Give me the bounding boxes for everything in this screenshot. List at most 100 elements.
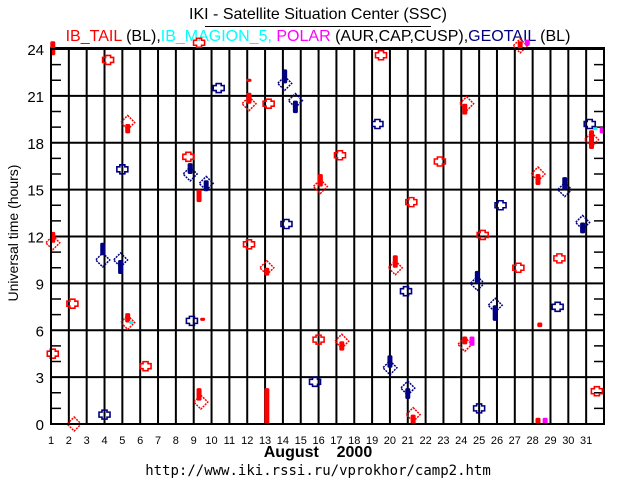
x-tick-label: 5 xyxy=(119,435,125,447)
x-tick-label: 28 xyxy=(527,435,539,447)
ib-tail-diamond-marker xyxy=(240,95,258,112)
chart-title: IKI - Satellite Situation Center (SSC) xyxy=(189,6,447,23)
geotail-cross-marker xyxy=(399,285,413,297)
geotail-diamond-marker xyxy=(487,297,504,314)
ib-tail-diamond-marker xyxy=(119,314,136,331)
ib-tail-cross-marker xyxy=(192,37,206,49)
x-tick-label: 24 xyxy=(455,435,467,447)
x-tick-label: 7 xyxy=(155,435,161,447)
geotail-interval-bar xyxy=(187,163,193,174)
x-tick-label: 10 xyxy=(205,435,217,447)
y-tick-label: 21 xyxy=(27,89,44,106)
ib-tail-cross-marker xyxy=(242,239,256,250)
x-tick-label: 16 xyxy=(312,435,324,447)
geotail-diamond-marker xyxy=(182,165,199,183)
legend-suffix: (BL), xyxy=(121,28,161,45)
x-tick-label: 26 xyxy=(491,435,503,447)
geotail-cross-marker xyxy=(212,82,225,94)
x-tick-label: 1 xyxy=(48,435,54,447)
x-tick-label: 30 xyxy=(562,435,574,447)
x-tick-label: 27 xyxy=(509,435,521,447)
polar-interval-bar xyxy=(542,417,548,424)
x-tick-label: 8 xyxy=(173,435,179,447)
geotail-cross-marker xyxy=(583,118,597,130)
ib-tail-interval-bar xyxy=(246,78,252,82)
geotail-cross-marker xyxy=(472,403,486,414)
x-tick-label: 21 xyxy=(402,435,414,447)
ib-tail-cross-marker xyxy=(512,262,525,274)
ib-tail-cross-marker xyxy=(553,253,566,264)
legend-entry-ib-magion-5: IB_MAGION_5, xyxy=(160,28,272,45)
geotail-diamond-marker xyxy=(112,251,129,268)
ib-tail-diamond-marker xyxy=(66,415,83,433)
geotail-diamond-marker xyxy=(287,92,304,109)
geotail-cross-marker xyxy=(494,199,507,211)
geotail-cross-marker xyxy=(551,301,564,313)
geotail-diamond-marker xyxy=(381,359,398,376)
legend-entry-ib-tail: IB_TAIL xyxy=(65,28,122,45)
x-tick-label: 18 xyxy=(348,435,360,447)
ib-tail-cross-marker xyxy=(139,360,152,372)
x-tick-label: 14 xyxy=(277,435,289,447)
x-tick-label: 6 xyxy=(137,435,143,447)
source-url: http://www.iki.rssi.ru/vprokhor/camp2.ht… xyxy=(145,463,491,479)
y-tick-label: 0 xyxy=(36,417,44,434)
ib-tail-diamond-marker xyxy=(529,165,547,183)
ib-tail-cross-marker xyxy=(405,196,418,208)
geotail-interval-bar xyxy=(405,388,411,399)
geotail-diamond-marker xyxy=(469,275,486,292)
legend-entry-polar: POLAR xyxy=(276,28,331,45)
polar-interval-bar xyxy=(524,39,530,46)
x-tick-label: 20 xyxy=(384,435,396,447)
ib-tail-diamond-marker xyxy=(333,333,350,350)
geotail-cross-marker xyxy=(308,376,322,388)
y-tick-label: 15 xyxy=(27,183,44,200)
y-tick-label: 12 xyxy=(27,230,44,247)
y-tick-label: 9 xyxy=(36,276,44,293)
ib-tail-diamond-marker xyxy=(44,234,61,251)
x-tick-label: 31 xyxy=(580,435,592,447)
geotail-diamond-marker xyxy=(94,251,111,268)
ib-tail-interval-bar xyxy=(537,322,543,328)
x-axis-label: August 2000 xyxy=(263,444,373,461)
ib-tail-cross-marker xyxy=(66,298,79,309)
ib-tail-diamond-marker xyxy=(405,406,422,423)
ib-tail-interval-bar xyxy=(535,174,541,185)
x-tick-label: 4 xyxy=(101,435,107,447)
plot-frame xyxy=(50,48,605,425)
geotail-diamond-marker xyxy=(276,75,293,92)
ib-tail-cross-marker xyxy=(476,229,489,241)
ib-tail-interval-bar xyxy=(535,417,541,424)
y-tick-label: 6 xyxy=(36,323,44,340)
x-tick-label: 29 xyxy=(544,435,556,447)
ib-tail-cross-marker xyxy=(433,156,447,167)
ib-tail-cross-marker xyxy=(333,149,347,161)
polar-interval-bar xyxy=(469,336,475,346)
legend-suffix: (BL) xyxy=(535,28,571,45)
ib-tail-cross-marker xyxy=(101,54,115,66)
geotail-diamond-marker xyxy=(556,181,573,198)
geotail-cross-marker xyxy=(371,118,384,130)
ib-tail-cross-marker xyxy=(374,49,388,61)
ib-tail-interval-bar xyxy=(200,317,206,321)
x-tick-label: 15 xyxy=(295,435,307,447)
x-tick-label: 22 xyxy=(419,435,431,447)
ib-tail-interval-bar xyxy=(125,313,131,323)
x-tick-label: 11 xyxy=(224,435,235,447)
ib-tail-diamond-marker xyxy=(458,95,475,112)
ib-tail-interval-bar xyxy=(196,189,202,203)
x-tick-label: 3 xyxy=(84,435,90,447)
geotail-cross-marker xyxy=(280,218,293,230)
x-tick-label: 19 xyxy=(366,435,378,447)
ib-tail-diamond-marker xyxy=(583,131,600,148)
geotail-diamond-marker xyxy=(574,214,591,231)
ib-tail-diamond-marker xyxy=(258,259,275,276)
ib-tail-cross-marker xyxy=(590,385,604,397)
geotail-cross-marker xyxy=(98,409,111,420)
geotail-interval-bar xyxy=(580,222,586,234)
geotail-cross-marker xyxy=(116,164,129,175)
legend: IB_TAIL (BL),IB_MAGION_5, POLAR (AUR,CAP… xyxy=(0,28,636,46)
ib-tail-interval-bar xyxy=(264,388,270,424)
ib-tail-interval-bar xyxy=(410,414,416,424)
